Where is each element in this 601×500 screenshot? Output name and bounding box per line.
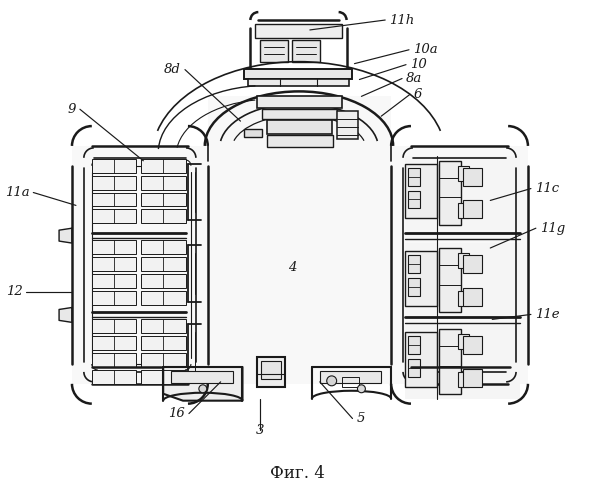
Text: 9: 9: [67, 102, 76, 116]
Bar: [141, 290, 186, 304]
Bar: [463, 200, 483, 218]
Bar: [171, 371, 233, 383]
Bar: [408, 336, 420, 354]
Bar: [408, 190, 420, 208]
Text: 11a: 11a: [5, 186, 29, 199]
Text: 11c: 11c: [535, 182, 559, 195]
Text: 11h: 11h: [389, 14, 415, 26]
Ellipse shape: [199, 385, 207, 392]
Bar: [141, 274, 186, 287]
Bar: [257, 357, 285, 387]
Bar: [463, 288, 483, 306]
Bar: [260, 40, 288, 62]
Bar: [248, 78, 349, 86]
Bar: [341, 377, 359, 387]
Bar: [141, 320, 186, 334]
Ellipse shape: [327, 376, 337, 386]
Bar: [141, 353, 186, 367]
Text: 8a: 8a: [406, 72, 423, 85]
Bar: [245, 68, 353, 78]
Bar: [92, 176, 136, 190]
Ellipse shape: [358, 385, 365, 392]
Bar: [141, 370, 186, 384]
Bar: [261, 361, 281, 379]
Bar: [439, 330, 460, 394]
Polygon shape: [163, 367, 242, 400]
Bar: [439, 248, 460, 312]
Bar: [262, 109, 337, 119]
Bar: [92, 192, 136, 206]
Bar: [457, 372, 469, 387]
Bar: [141, 257, 186, 271]
Bar: [141, 240, 186, 254]
Text: 16: 16: [168, 407, 185, 420]
Bar: [141, 210, 186, 223]
Text: 4: 4: [288, 262, 296, 274]
Bar: [92, 274, 136, 287]
Bar: [405, 332, 437, 387]
Text: Фиг. 4: Фиг. 4: [269, 464, 325, 481]
Bar: [92, 257, 136, 271]
Bar: [457, 334, 469, 349]
Bar: [337, 111, 358, 139]
Text: 10a: 10a: [413, 44, 438, 57]
Polygon shape: [59, 308, 72, 322]
Bar: [92, 240, 136, 254]
Bar: [292, 40, 320, 62]
Bar: [141, 336, 186, 350]
Bar: [457, 290, 469, 306]
Bar: [208, 96, 391, 151]
Bar: [408, 359, 420, 377]
Bar: [463, 255, 483, 273]
Bar: [405, 164, 437, 218]
Bar: [92, 353, 136, 367]
Bar: [463, 168, 483, 186]
Bar: [320, 371, 381, 383]
Bar: [267, 120, 332, 134]
Text: 11g: 11g: [540, 222, 565, 234]
Bar: [463, 336, 483, 354]
Bar: [141, 159, 186, 172]
Bar: [408, 255, 420, 273]
Bar: [92, 320, 136, 334]
Bar: [405, 324, 520, 398]
Bar: [72, 146, 528, 384]
Bar: [267, 135, 333, 147]
Bar: [92, 336, 136, 350]
Bar: [338, 129, 355, 137]
Bar: [255, 24, 341, 38]
Text: 3: 3: [256, 424, 264, 437]
Bar: [457, 253, 469, 268]
Bar: [463, 369, 483, 387]
Bar: [405, 251, 437, 306]
Bar: [457, 204, 469, 218]
Bar: [92, 370, 136, 384]
Bar: [92, 290, 136, 304]
Bar: [257, 96, 341, 108]
Bar: [405, 243, 520, 318]
Bar: [245, 129, 262, 137]
Bar: [408, 168, 420, 186]
Bar: [439, 161, 460, 225]
Bar: [408, 278, 420, 295]
Bar: [457, 166, 469, 180]
Bar: [141, 192, 186, 206]
Text: 11e: 11e: [535, 308, 560, 321]
Text: 6: 6: [414, 88, 423, 101]
Polygon shape: [59, 228, 72, 243]
Text: 12: 12: [5, 285, 22, 298]
Bar: [92, 159, 136, 172]
Bar: [405, 156, 520, 230]
Text: 8d: 8d: [164, 63, 181, 76]
Text: 5: 5: [356, 412, 365, 425]
Bar: [141, 176, 186, 190]
Bar: [92, 210, 136, 223]
Text: 10: 10: [410, 58, 427, 71]
